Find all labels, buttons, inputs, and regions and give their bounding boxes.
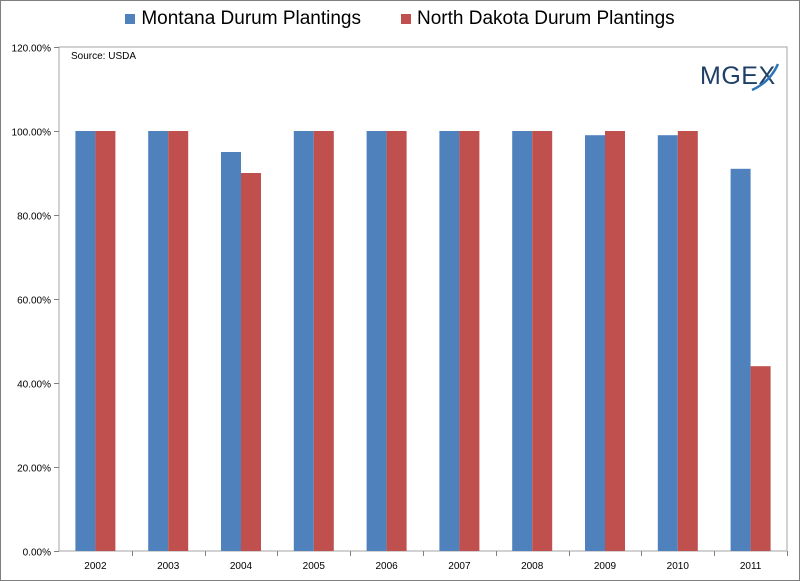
legend-swatch-montana: [125, 14, 136, 24]
bar-montana-2005: [293, 131, 314, 551]
logo-swoosh-icon: [751, 63, 780, 92]
y-tick-label: 100.00%: [12, 128, 52, 139]
bar-montana-2002: [75, 131, 96, 551]
bar-montana-2007: [439, 131, 460, 551]
legend-label-montana: Montana Durum Plantings: [141, 8, 361, 29]
x-tick-label: 2010: [667, 561, 690, 572]
bar-north-dakota-2002: [95, 131, 116, 551]
y-tick-label: 80.00%: [17, 212, 51, 223]
x-tick-label: 2008: [521, 561, 544, 572]
y-tick-label: 20.00%: [17, 464, 51, 475]
bar-north-dakota-2010: [677, 131, 698, 551]
legend-item-montana: Montana Durum Plantings: [125, 8, 361, 30]
bar-north-dakota-2007: [459, 131, 480, 551]
x-tick-label: 2009: [594, 561, 617, 572]
legend-label-north-dakota: North Dakota Durum Plantings: [417, 8, 675, 29]
source-annotation: Source: USDA: [71, 51, 137, 62]
bar-north-dakota-2009: [605, 131, 625, 551]
x-tick-label: 2011: [740, 561, 762, 572]
y-tick-label: 120.00%: [12, 44, 52, 55]
legend-item-north-dakota: North Dakota Durum Plantings: [401, 8, 675, 30]
logo-text: MGEX: [700, 62, 776, 90]
bar-montana-2009: [585, 135, 605, 551]
bar-north-dakota-2005: [313, 131, 334, 551]
bar-north-dakota-2004: [241, 173, 261, 551]
x-tick-label: 2005: [303, 561, 326, 572]
bar-north-dakota-2003: [168, 131, 189, 551]
x-tick-label: 2007: [448, 561, 471, 572]
bar-montana-2010: [657, 135, 678, 551]
bar-montana-2004: [221, 152, 241, 551]
x-tick-label: 2006: [375, 561, 398, 572]
x-tick-label: 2002: [84, 561, 107, 572]
bar-montana-2011: [730, 168, 751, 552]
bar-montana-2008: [512, 131, 533, 551]
x-tick-label: 2004: [230, 561, 253, 572]
bar-montana-2006: [366, 131, 387, 551]
bar-north-dakota-2008: [532, 131, 553, 551]
x-tick-label: 2003: [157, 561, 180, 572]
bar-montana-2003: [148, 131, 169, 551]
bar-north-dakota-2006: [386, 131, 407, 551]
mgex-logo: MGEX: [700, 60, 780, 100]
y-tick-label: 40.00%: [17, 380, 51, 391]
y-tick-label: 60.00%: [17, 296, 51, 307]
legend-swatch-north-dakota: [401, 14, 411, 24]
legend: Montana Durum Plantings North Dakota Dur…: [0, 8, 800, 30]
bar-north-dakota-2011: [750, 366, 771, 551]
y-tick-label: 0.00%: [23, 548, 51, 559]
